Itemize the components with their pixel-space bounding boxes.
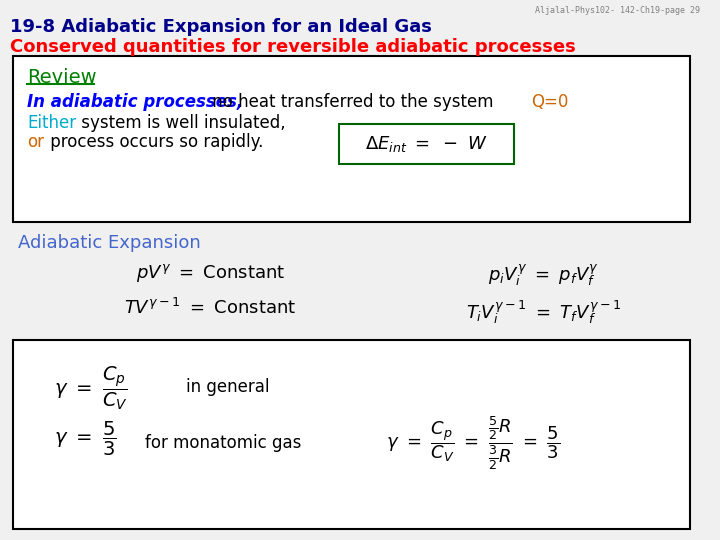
Text: Q=0: Q=0 bbox=[531, 93, 569, 111]
Text: Aljalal-Phys102- 142-Ch19-page 29: Aljalal-Phys102- 142-Ch19-page 29 bbox=[535, 6, 700, 15]
Text: $\gamma\ =\ \dfrac{C_p}{C_V}\ =\ \dfrac{\frac{5}{2}R}{\frac{3}{2}R}\ =\ \dfrac{5: $\gamma\ =\ \dfrac{C_p}{C_V}\ =\ \dfrac{… bbox=[387, 415, 561, 472]
Text: In adiabatic processes,: In adiabatic processes, bbox=[27, 93, 243, 111]
Text: $T_i V_i^{\gamma-1}\ =\ T_f V_f^{\gamma-1}$: $T_i V_i^{\gamma-1}\ =\ T_f V_f^{\gamma-… bbox=[466, 298, 621, 326]
Text: for monatomic gas: for monatomic gas bbox=[145, 434, 301, 452]
FancyBboxPatch shape bbox=[338, 124, 513, 164]
Text: Review: Review bbox=[27, 68, 97, 87]
Text: Conserved quantities for reversible adiabatic processes: Conserved quantities for reversible adia… bbox=[10, 38, 575, 56]
Text: $\gamma\ =\ \dfrac{C_p}{C_V}$: $\gamma\ =\ \dfrac{C_p}{C_V}$ bbox=[54, 365, 127, 413]
Text: $p_i V_i^{\gamma}\ =\ p_f V_f^{\gamma}$: $p_i V_i^{\gamma}\ =\ p_f V_f^{\gamma}$ bbox=[487, 262, 598, 288]
Text: Either: Either bbox=[27, 114, 76, 132]
FancyBboxPatch shape bbox=[13, 340, 690, 529]
Text: system is well insulated,: system is well insulated, bbox=[76, 114, 286, 132]
Text: $pV^{\gamma}\ =\ \mathrm{Constant}$: $pV^{\gamma}\ =\ \mathrm{Constant}$ bbox=[136, 262, 285, 284]
Text: 19-8 Adiabatic Expansion for an Ideal Gas: 19-8 Adiabatic Expansion for an Ideal Ga… bbox=[10, 18, 432, 36]
Text: $TV^{\gamma-1}\ =\ \mathrm{Constant}$: $TV^{\gamma-1}\ =\ \mathrm{Constant}$ bbox=[125, 298, 297, 318]
Text: $\Delta E_{int}\ =\ -\ W$: $\Delta E_{int}\ =\ -\ W$ bbox=[365, 134, 488, 154]
Text: process occurs so rapidly.: process occurs so rapidly. bbox=[45, 133, 264, 151]
FancyBboxPatch shape bbox=[13, 56, 690, 222]
Text: Adiabatic Expansion: Adiabatic Expansion bbox=[17, 234, 200, 252]
Text: $\gamma\ =\ \dfrac{5}{3}$: $\gamma\ =\ \dfrac{5}{3}$ bbox=[54, 420, 117, 458]
Text: or: or bbox=[27, 133, 45, 151]
Text: in general: in general bbox=[186, 378, 269, 396]
Text: no heat transferred to the system: no heat transferred to the system bbox=[207, 93, 499, 111]
